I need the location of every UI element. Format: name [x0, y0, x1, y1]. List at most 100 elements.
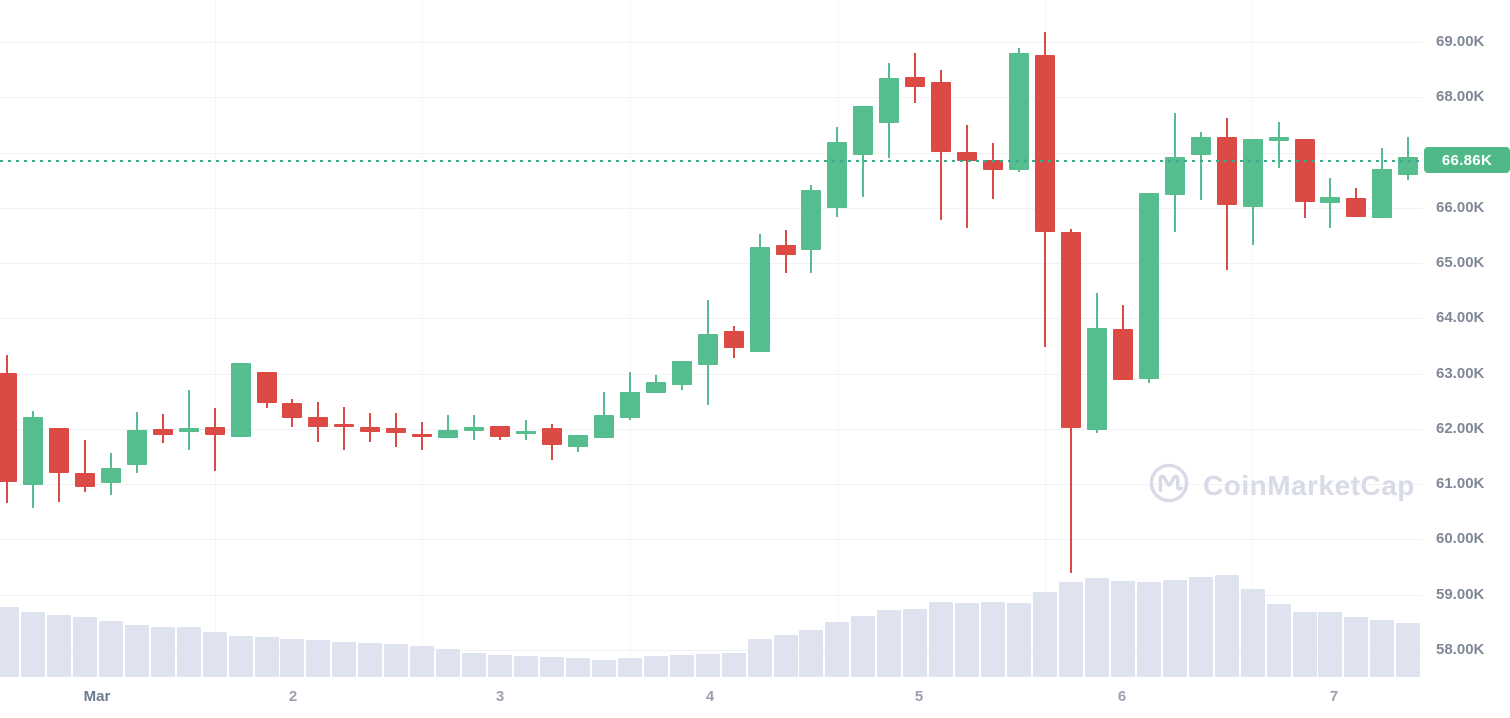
candle-wick[interactable] [966, 124, 969, 228]
volume-bar[interactable] [358, 643, 383, 677]
candle-wick[interactable] [525, 420, 527, 440]
volume-bar[interactable] [228, 636, 253, 677]
volume-bar[interactable] [643, 656, 668, 677]
candle-body[interactable] [230, 362, 251, 437]
volume-bar[interactable] [1188, 577, 1213, 677]
volume-bar[interactable] [1214, 575, 1239, 677]
candle-body[interactable] [1242, 138, 1263, 207]
candle-body[interactable] [412, 433, 433, 437]
volume-bar[interactable] [1292, 612, 1317, 677]
volume-bar[interactable] [1136, 582, 1161, 677]
candle-body[interactable] [853, 106, 874, 155]
candle-body[interactable] [723, 331, 744, 348]
volume-bar[interactable] [72, 617, 97, 677]
volume-bar[interactable] [410, 646, 435, 677]
candle-body[interactable] [100, 467, 121, 483]
volume-bar[interactable] [1110, 581, 1135, 677]
volume-bar[interactable] [1162, 580, 1187, 677]
volume-bar[interactable] [877, 610, 902, 677]
volume-bar[interactable] [1033, 592, 1057, 677]
candle-wick[interactable] [602, 391, 605, 438]
candle-body[interactable] [178, 427, 199, 432]
candle-body[interactable] [516, 430, 536, 434]
volume-bar[interactable] [669, 655, 694, 677]
candle-body[interactable] [619, 391, 640, 418]
candle-body[interactable] [905, 76, 926, 87]
candle-body[interactable] [1372, 169, 1393, 218]
candle-wick[interactable] [447, 415, 450, 438]
volume-bar[interactable] [124, 625, 149, 677]
candle-wick[interactable] [187, 389, 190, 450]
candle-body[interactable] [386, 427, 407, 433]
candle-wick[interactable] [83, 439, 86, 493]
candle-body[interactable] [1294, 138, 1315, 202]
volume-bar[interactable] [1007, 603, 1032, 677]
volume-bar[interactable] [306, 640, 331, 677]
candle-body[interactable] [983, 159, 1004, 170]
volume-bar[interactable] [929, 602, 954, 677]
candle-body[interactable] [671, 360, 692, 385]
candle-body[interactable] [204, 426, 225, 435]
volume-bar[interactable] [98, 621, 123, 677]
candle-body[interactable] [334, 423, 355, 427]
candle-body[interactable] [1060, 232, 1081, 428]
candle-body[interactable] [593, 415, 614, 438]
volume-bar[interactable] [721, 653, 746, 677]
volume-bar[interactable] [903, 609, 928, 677]
volume-bar[interactable] [565, 658, 590, 677]
candle-body[interactable] [541, 427, 562, 445]
volume-bar[interactable] [150, 627, 175, 677]
volume-bar[interactable] [1084, 578, 1109, 677]
volume-bar[interactable] [591, 660, 616, 677]
candle-body[interactable] [256, 371, 277, 403]
candle-body[interactable] [567, 434, 588, 447]
volume-bar[interactable] [462, 653, 487, 677]
volume-bar[interactable] [176, 627, 201, 677]
candle-body[interactable] [438, 429, 459, 438]
volume-bar[interactable] [747, 639, 772, 677]
candle-body[interactable] [1216, 137, 1237, 206]
volume-bar[interactable] [384, 644, 409, 677]
volume-bar[interactable] [514, 656, 538, 677]
candle-body[interactable] [957, 151, 978, 161]
candle-wick[interactable] [161, 413, 164, 443]
candle-body[interactable] [308, 416, 329, 427]
candle-body[interactable] [126, 429, 147, 465]
volume-bar[interactable] [955, 603, 980, 677]
volume-bar[interactable] [1344, 617, 1369, 677]
candle-body[interactable] [490, 425, 511, 437]
volume-bar[interactable] [1318, 612, 1343, 677]
volume-bar[interactable] [1266, 604, 1291, 677]
plot-area[interactable]: CoinMarketCap [0, 0, 1422, 678]
candle-body[interactable] [1009, 53, 1030, 170]
candle-body[interactable] [775, 244, 796, 255]
candle-body[interactable] [1190, 137, 1211, 155]
volume-bar[interactable] [617, 658, 642, 677]
candle-wick[interactable] [1277, 122, 1280, 168]
volume-bar[interactable] [981, 602, 1006, 677]
candle-body[interactable] [48, 427, 69, 473]
candle-body[interactable] [931, 81, 952, 152]
candle-body[interactable] [1035, 55, 1055, 233]
volume-bar[interactable] [20, 612, 45, 677]
candle-wick[interactable] [992, 143, 995, 199]
volume-bar[interactable] [1058, 582, 1083, 677]
volume-bar[interactable] [254, 637, 279, 677]
volume-bar[interactable] [1240, 589, 1265, 677]
candle-body[interactable] [464, 426, 485, 431]
candle-body[interactable] [74, 472, 95, 487]
candle-body[interactable] [801, 190, 822, 250]
candle-body[interactable] [1138, 192, 1159, 379]
volume-bar[interactable] [202, 632, 227, 677]
candle-wick[interactable] [213, 407, 216, 472]
volume-bar[interactable] [436, 649, 461, 677]
volume-bar[interactable] [280, 639, 305, 677]
volume-bar[interactable] [1370, 620, 1395, 677]
volume-bar[interactable] [825, 622, 850, 677]
candle-wick[interactable] [1199, 132, 1202, 201]
volume-bar[interactable] [799, 630, 824, 677]
candle-body[interactable] [22, 416, 43, 485]
candle-body[interactable] [697, 333, 718, 365]
volume-bar[interactable] [539, 657, 564, 677]
candle-body[interactable] [1268, 137, 1289, 141]
